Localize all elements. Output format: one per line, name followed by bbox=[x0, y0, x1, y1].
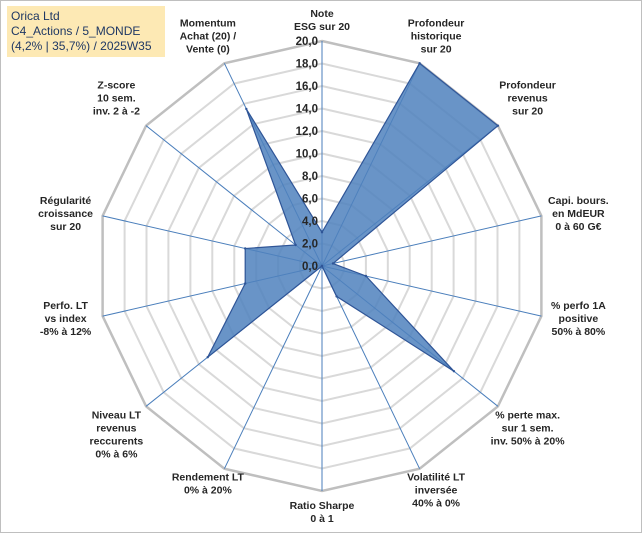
axis-label-line: croissance bbox=[38, 208, 93, 220]
tick-label: 18,0 bbox=[296, 59, 318, 71]
tick-label: 20,0 bbox=[296, 36, 318, 48]
axis-label-line: 10 sem. bbox=[97, 93, 136, 105]
tick-label: 6,0 bbox=[302, 194, 318, 206]
title-line-2: C4_Actions / 5_MONDE bbox=[11, 24, 141, 38]
axis-label-line: inv. 50% à 20% bbox=[491, 435, 566, 447]
axis-label-line: Ratio Sharpe bbox=[290, 500, 355, 512]
data-point bbox=[452, 370, 456, 373]
series-area bbox=[207, 62, 499, 372]
data-point bbox=[244, 247, 247, 250]
axis-label: % perte max. sur 1 sem. inv. 50% à 20% bbox=[491, 409, 566, 447]
axis-label-line: reccurents bbox=[90, 435, 144, 447]
axis-label-line: Z-score bbox=[97, 80, 135, 92]
data-point bbox=[335, 295, 338, 298]
axis-label-line: Note bbox=[310, 8, 333, 20]
axis-label-line: inversée bbox=[415, 485, 458, 497]
data-point bbox=[320, 264, 324, 268]
radar-spoke bbox=[321, 215, 542, 267]
axis-label: Capi. bours. en MdEUR 0 à 60 G€ bbox=[548, 195, 609, 233]
axis-label-line: 0% à 6% bbox=[95, 448, 138, 460]
tick-label: 10,0 bbox=[296, 149, 318, 161]
data-point bbox=[364, 274, 368, 278]
tick-label: 8,0 bbox=[302, 171, 318, 183]
axis-label-line: Rendement LT bbox=[172, 472, 245, 484]
axis-label: Profondeur historique sur 20 bbox=[408, 17, 465, 55]
axis-label: % perfo 1A positive 50% à 80% bbox=[551, 300, 606, 338]
tick-label: 14,0 bbox=[296, 104, 318, 116]
axis-label-line: Vente (0) bbox=[186, 43, 230, 55]
axis-label-line: vs index bbox=[45, 313, 87, 325]
axis-label: Régularité croissance sur 20 bbox=[38, 195, 93, 233]
title-line-3: (4,2% | 35,7%) / 2025W35 bbox=[11, 39, 152, 53]
axis-label: Niveau LT revenus reccurents 0% à 6% bbox=[90, 409, 144, 460]
axis-label: Momentum Achat (20) / Vente (0) bbox=[180, 17, 237, 55]
axis-label-line: en MdEUR bbox=[552, 208, 605, 220]
axis-label-line: sur 1 sem. bbox=[502, 422, 554, 434]
tick-label: 12,0 bbox=[296, 126, 318, 138]
tick-label: 16,0 bbox=[296, 81, 318, 93]
axis-label-line: revenus bbox=[96, 422, 136, 434]
data-point bbox=[320, 231, 324, 234]
data-point bbox=[244, 282, 247, 285]
axis-label-line: Profondeur bbox=[499, 80, 556, 92]
axis-label-line: ESG sur 20 bbox=[294, 21, 350, 33]
data-point bbox=[206, 356, 209, 359]
axis-label-line: Capi. bours. bbox=[548, 195, 609, 207]
data-point bbox=[245, 107, 248, 111]
data-point bbox=[496, 124, 500, 127]
axis-label-line: % perte max. bbox=[495, 409, 560, 421]
axis-label-line: 0 à 1 bbox=[310, 513, 334, 525]
axis-label: Perfo. LT vs index -8% à 12% bbox=[40, 300, 92, 338]
axis-label-line: Volatilité LT bbox=[407, 472, 466, 484]
axis-label: Z-score 10 sem. inv. 2 à -2 bbox=[93, 80, 140, 118]
axis-label: Rendement LT 0% à 20% bbox=[172, 472, 245, 497]
axis-label-line: sur 20 bbox=[50, 221, 81, 233]
axis-label-line: revenus bbox=[507, 93, 547, 105]
axis-label-line: 0 à 60 G€ bbox=[555, 221, 601, 233]
radar-spoke bbox=[223, 265, 323, 469]
axis-label-line: Momentum bbox=[180, 17, 236, 29]
axis-label: Profondeur revenus sur 20 bbox=[499, 80, 556, 118]
axis-label-line: 50% à 80% bbox=[552, 326, 606, 338]
data-point bbox=[294, 243, 297, 247]
radar-spoke bbox=[321, 265, 421, 469]
axis-label: Ratio Sharpe 0 à 1 bbox=[290, 500, 355, 525]
axis-label: Note ESG sur 20 bbox=[294, 8, 350, 33]
chart-title-box: Orica Ltd C4_Actions / 5_MONDE (4,2% | 3… bbox=[7, 6, 165, 57]
axis-label-line: sur 20 bbox=[421, 43, 452, 55]
radar-spoke bbox=[145, 125, 323, 267]
axis-label-line: historique bbox=[411, 30, 462, 42]
axis-label-line: Achat (20) / bbox=[180, 30, 237, 42]
axis-label-line: -8% à 12% bbox=[40, 326, 92, 338]
axis-label-line: % perfo 1A bbox=[551, 300, 606, 312]
axis-label-line: Perfo. LT bbox=[43, 300, 88, 312]
axis-label-line: inv. 2 à -2 bbox=[93, 106, 140, 118]
axis-label-line: 0% à 20% bbox=[184, 485, 233, 497]
title-line-1: Orica Ltd bbox=[11, 9, 60, 23]
axis-label-line: sur 20 bbox=[512, 106, 543, 118]
axis-label-line: 40% à 0% bbox=[412, 498, 461, 510]
tick-label: 2,0 bbox=[302, 239, 318, 251]
axis-label-line: Régularité bbox=[40, 195, 92, 207]
data-point bbox=[418, 62, 421, 65]
axis-label-line: Profondeur bbox=[408, 17, 465, 29]
axis-label: Volatilité LT inversée 40% à 0% bbox=[407, 472, 466, 510]
tick-label: 0,0 bbox=[302, 261, 318, 273]
axis-label-line: Niveau LT bbox=[92, 409, 142, 421]
axis-label-line: positive bbox=[559, 313, 599, 325]
data-point bbox=[331, 262, 335, 265]
tick-label: 4,0 bbox=[302, 216, 318, 228]
